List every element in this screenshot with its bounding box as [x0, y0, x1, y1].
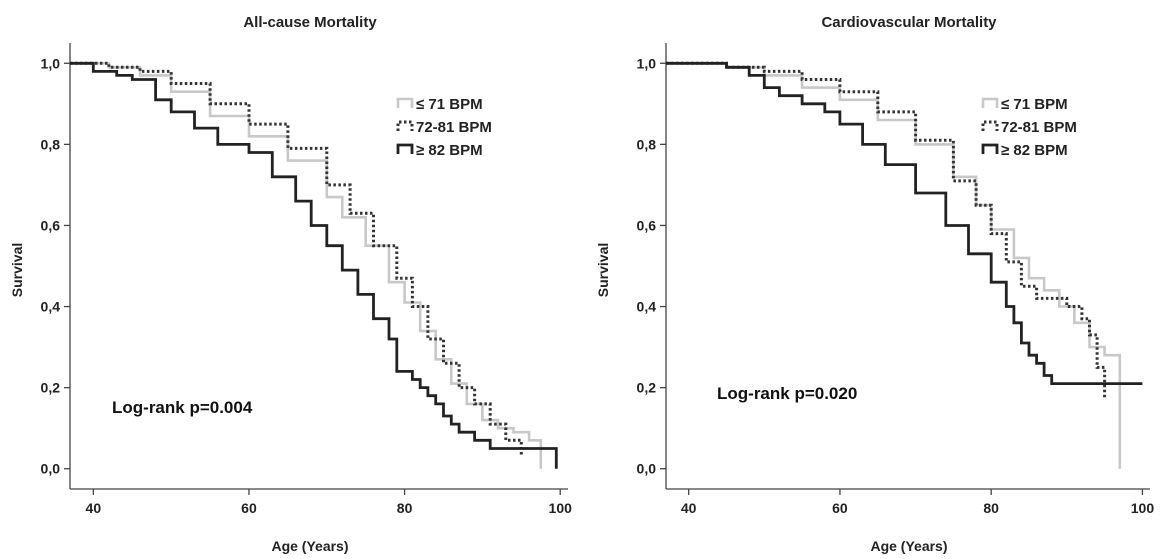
- x-axis-label: Age (Years): [271, 538, 348, 554]
- x-axis-label: Age (Years): [870, 538, 947, 554]
- chart-panel-cardiovascular: Cardiovascular Mortality Age (Years) Sur…: [582, 0, 1164, 559]
- y-tick-label: 0,2: [41, 380, 61, 396]
- x-tick-label: 80: [983, 500, 999, 516]
- y-tick-label: 0,4: [41, 299, 61, 315]
- legend-swatch: [981, 97, 999, 108]
- legend-swatch: [396, 143, 414, 154]
- legend-label: ≥ 82 BPM: [416, 142, 483, 159]
- x-tick-label: 40: [86, 500, 102, 516]
- y-axis-label: Survival: [9, 243, 25, 297]
- series-line-light-solid: [70, 62, 543, 469]
- legend-swatch: [981, 143, 999, 154]
- y-tick-label: 0,6: [41, 217, 61, 233]
- series-line-dark-solid: [70, 61, 558, 469]
- y-tick-label: 1,0: [637, 55, 657, 71]
- x-tick-label: 40: [681, 500, 697, 516]
- y-tick-label: 0,8: [637, 136, 657, 152]
- chart-title: All-cause Mortality: [243, 14, 377, 31]
- series-line-dotted: [666, 61, 1107, 400]
- x-tick-label: 100: [1131, 500, 1155, 516]
- log-rank-annotation: Log-rank p=0.004: [112, 398, 253, 417]
- y-tick-label: 0,0: [637, 461, 657, 477]
- log-rank-annotation: Log-rank p=0.020: [717, 384, 857, 403]
- x-tick-label: 80: [397, 500, 413, 516]
- x-tick-label: 100: [549, 500, 573, 516]
- legend-swatch: [396, 97, 414, 108]
- chart-all-cause-mortality: All-cause Mortality Age (Years) Survival…: [9, 14, 573, 554]
- y-tick-label: 0,4: [637, 299, 657, 315]
- y-tick-label: 0,6: [637, 217, 657, 233]
- y-tick-label: 0,2: [637, 380, 657, 396]
- series-line-dark-solid: [666, 61, 1143, 385]
- y-axis-label: Survival: [595, 243, 611, 297]
- legend-label: 72-81 BPM: [1001, 119, 1077, 136]
- x-tick-label: 60: [832, 500, 848, 516]
- y-tick-label: 0,0: [41, 461, 61, 477]
- y-tick-label: 1,0: [41, 55, 61, 71]
- legend: ≤ 71 BPM 72-81 BPM ≥ 82 BPM: [981, 96, 1077, 159]
- legend-swatch: [981, 120, 999, 131]
- legend-label: ≥ 82 BPM: [1001, 142, 1068, 159]
- x-tick-label: 60: [241, 500, 257, 516]
- chart-cardiovascular-mortality: Cardiovascular Mortality Age (Years) Sur…: [595, 14, 1155, 554]
- chart-panel-all-cause: All-cause Mortality Age (Years) Survival…: [9, 14, 573, 554]
- legend-label: 72-81 BPM: [416, 119, 492, 136]
- legend-label: ≤ 71 BPM: [1001, 96, 1068, 113]
- series-line-dotted: [70, 61, 523, 457]
- legend: ≤ 71 BPM 72-81 BPM ≥ 82 BPM: [396, 96, 492, 159]
- legend-label: ≤ 71 BPM: [416, 96, 483, 113]
- legend-swatch: [396, 120, 414, 131]
- y-tick-label: 0,8: [41, 136, 61, 152]
- chart-title: Cardiovascular Mortality: [821, 14, 997, 31]
